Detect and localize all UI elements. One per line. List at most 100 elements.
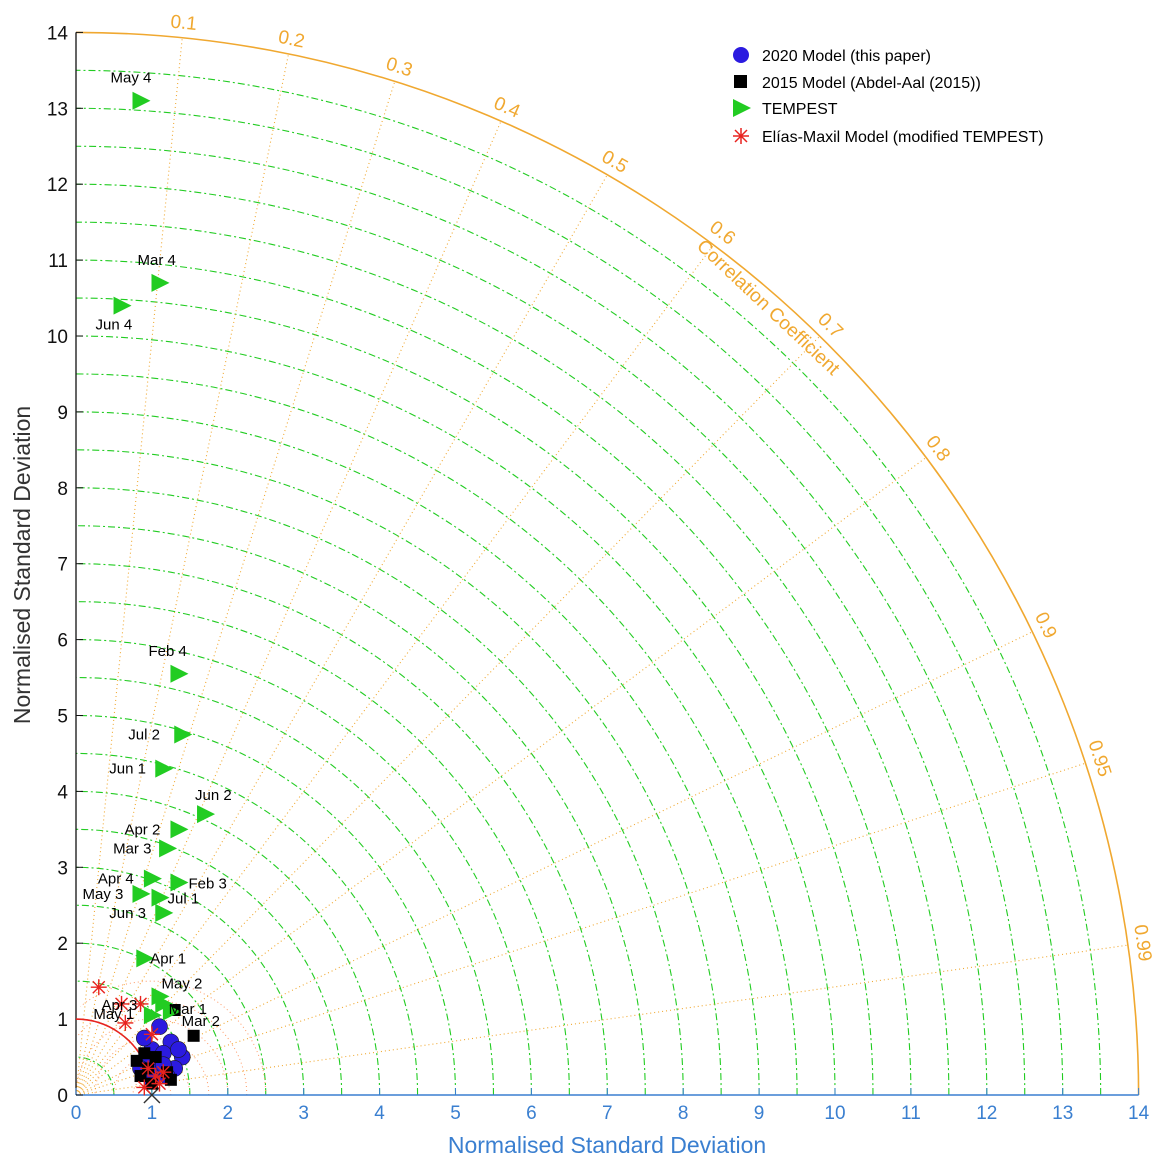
std-grid-arc	[75, 107, 1064, 1096]
std-grid-arc	[75, 525, 646, 1096]
std-grid-arc	[75, 145, 1026, 1096]
y-tick-label: 11	[48, 251, 68, 272]
std-grid-arc	[75, 942, 229, 1096]
std-grid-arc	[75, 69, 1102, 1096]
legend-label-2015: 2015 Model (Abdel-Aal (2015))	[762, 75, 981, 92]
point-label: Jun 3	[109, 905, 146, 922]
tempest-point	[143, 1006, 162, 1025]
x-tick-label: 2	[223, 1103, 234, 1124]
tempest-point	[113, 296, 132, 315]
point-label: May 2	[161, 975, 202, 992]
y-tick-label: 3	[57, 858, 68, 879]
y-tick-label: 9	[57, 403, 68, 424]
elias-asterisk-stroke	[134, 997, 148, 1011]
std-grid-arc	[75, 601, 570, 1096]
x-tick-label: 3	[298, 1103, 309, 1124]
y-tick-label: 5	[57, 707, 68, 728]
elias-maxil-point	[90, 979, 107, 996]
tempest-point	[170, 873, 189, 892]
y-tick-label: 8	[57, 479, 68, 500]
point-label: Jun 4	[96, 317, 133, 334]
std-grid-arc	[75, 259, 912, 1096]
std-grid-arc	[75, 411, 760, 1096]
point-label: Jul 1	[167, 891, 199, 908]
tempest-point	[143, 869, 162, 888]
tempest-point	[197, 805, 216, 824]
y-tick-label: 6	[57, 631, 68, 652]
x-tick-label: 14	[1128, 1103, 1150, 1124]
point-label: Jul 2	[128, 726, 160, 743]
x-tick-label: 6	[526, 1103, 537, 1124]
rms-contour	[77, 999, 248, 1096]
correlation-arc-title: Correlation Coefficient	[692, 236, 843, 380]
model-2015-point	[138, 1047, 151, 1060]
x-tick-label: 12	[976, 1103, 997, 1124]
tempest-point	[155, 759, 174, 778]
x-tick-label: 9	[754, 1103, 765, 1124]
std-grid-arc	[75, 639, 532, 1096]
tempest-point	[155, 903, 174, 922]
y-tick-label: 7	[57, 555, 68, 576]
elias-maxil-point	[155, 1064, 172, 1081]
point-label: Mar 2	[182, 1013, 220, 1030]
std-grid-arc	[75, 1056, 115, 1096]
std-grid-arc	[75, 449, 722, 1096]
correlation-tick-label: 0.5	[598, 147, 631, 178]
elias-asterisk-stroke	[156, 1065, 170, 1079]
elias-asterisk-stroke	[118, 1016, 132, 1030]
point-label: Apr 1	[150, 950, 186, 967]
point-label: May 4	[111, 70, 152, 87]
std-grid-arc	[75, 980, 191, 1096]
std-grid-arc	[75, 373, 798, 1096]
tempest-point	[136, 949, 155, 968]
point-label: Feb 4	[148, 643, 186, 660]
elias-maxil-point	[136, 1079, 153, 1096]
elias-asterisk-stroke	[115, 997, 129, 1011]
elias-asterisk-stroke	[92, 980, 106, 994]
point-label: Jun 2	[195, 787, 232, 804]
elias-maxil-point	[151, 1075, 168, 1092]
point-label: Jun 1	[109, 761, 146, 778]
legend-label-tempest: TEMPEST	[762, 101, 838, 118]
tempest-point	[151, 888, 170, 907]
std-grid-arc	[75, 677, 494, 1096]
tempest-point	[174, 725, 193, 744]
point-label: Mar 3	[113, 840, 151, 857]
y-tick-label: 14	[47, 23, 69, 44]
std-grid-arc	[75, 297, 874, 1096]
x-tick-label: 7	[602, 1103, 613, 1124]
std-grid-arc	[75, 487, 684, 1096]
correlation-tick-label: 0.3	[383, 54, 415, 82]
correlation-line	[75, 53, 290, 1096]
legend-label-2020: 2020 Model (this paper)	[762, 48, 931, 65]
tempest-point	[170, 820, 189, 839]
y-tick-label: 13	[47, 99, 68, 120]
model-2015-point	[149, 1051, 162, 1064]
legend-marker-elias	[733, 128, 749, 144]
y-axis-title: Normalised Standard Deviation	[9, 406, 35, 724]
y-tick-label: 0	[57, 1086, 68, 1107]
std-grid-arc	[75, 335, 836, 1096]
std-grid-arc	[75, 183, 988, 1096]
point-label: Feb 3	[188, 875, 226, 892]
x-tick-label: 4	[374, 1103, 385, 1124]
tempest-point	[151, 273, 170, 292]
x-tick-label: 0	[71, 1103, 82, 1124]
tempest-point	[159, 839, 178, 858]
x-tick-label: 13	[1052, 1103, 1073, 1124]
x-tick-label: 11	[901, 1103, 921, 1124]
correlation-tick-label: 0.2	[276, 27, 306, 53]
point-label: May 1	[93, 1006, 134, 1023]
legend-marker-tempest	[733, 99, 751, 117]
legend-marker-2020	[733, 47, 749, 63]
elias-asterisk-stroke	[141, 1061, 155, 1075]
y-tick-label: 4	[57, 782, 68, 803]
x-tick-label: 1	[147, 1103, 158, 1124]
y-tick-label: 12	[47, 175, 68, 196]
std-grid-arc	[75, 221, 950, 1096]
grid-layer	[75, 37, 1129, 1096]
elias-maxil-point	[113, 995, 130, 1012]
tempest-point	[132, 884, 151, 903]
correlation-tick-label: 0.99	[1129, 923, 1155, 963]
